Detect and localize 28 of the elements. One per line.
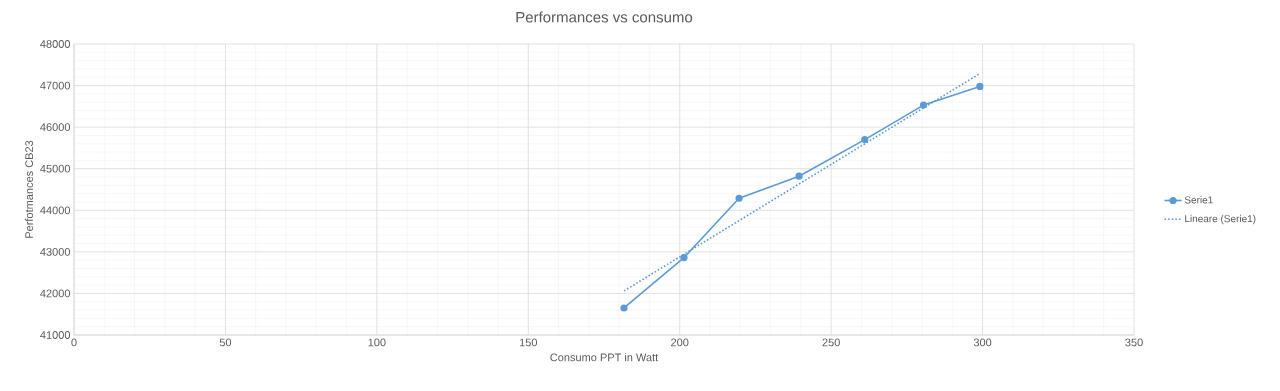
y-tick-label: 43000 xyxy=(40,247,71,256)
chart-title: Performances vs consumo xyxy=(516,11,693,23)
x-tick-label: 350 xyxy=(1125,338,1143,347)
x-tick-label: 150 xyxy=(519,338,538,347)
point xyxy=(735,194,743,202)
x-tick-label: 300 xyxy=(973,338,992,347)
x-tick-label: 250 xyxy=(822,338,840,347)
y-axis-title: Perfotmances CB23 xyxy=(24,140,34,238)
x-tick-label: 0 xyxy=(71,338,77,347)
point xyxy=(620,304,628,312)
point xyxy=(976,82,984,90)
y-tick-label: 46000 xyxy=(40,123,71,132)
x-tick-label: 50 xyxy=(219,338,232,347)
point xyxy=(861,136,869,144)
x-axis-title: Consumo PPT in Watt xyxy=(550,353,659,362)
legend-label: Lineare (Serie1) xyxy=(1185,214,1256,225)
point xyxy=(795,172,803,180)
y-tick-label: 47000 xyxy=(40,81,71,90)
y-tick-label: 45000 xyxy=(40,164,71,173)
y-tick-label: 41000 xyxy=(40,331,71,339)
y-tick-label: 48000 xyxy=(40,40,71,48)
point xyxy=(680,254,688,262)
y-tick-label: 42000 xyxy=(40,289,71,298)
x-tick-label: 200 xyxy=(671,338,689,347)
legend-label: Serie1 xyxy=(1184,196,1213,204)
y-tick-label: 44000 xyxy=(40,206,71,215)
x-tick-label: 100 xyxy=(368,338,386,347)
point xyxy=(919,101,928,109)
